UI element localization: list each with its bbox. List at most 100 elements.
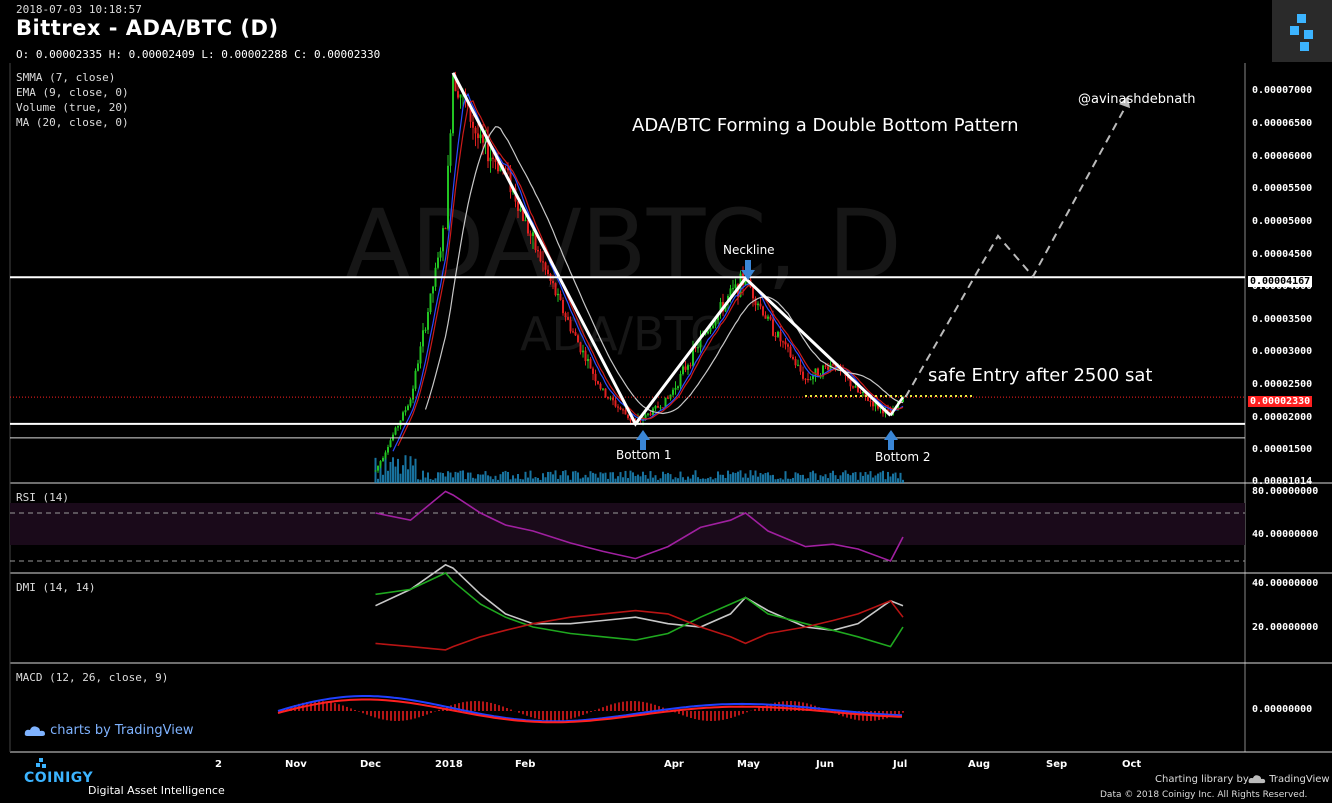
projection-arrow-icon [1119, 96, 1130, 109]
volume-bar [437, 472, 439, 483]
candle-body [424, 329, 427, 331]
macd-histogram-bar [738, 711, 740, 716]
volume-bar [804, 478, 807, 483]
candle-body [767, 316, 769, 319]
volume-bar [457, 472, 459, 483]
candle-body [694, 347, 697, 349]
macd-histogram-bar [658, 706, 660, 711]
indicator-volume[interactable]: Volume (true, 20) [16, 101, 129, 114]
coinigy-logo-icon[interactable] [1272, 0, 1332, 62]
macd-histogram-bar [502, 706, 504, 711]
macd-histogram-bar [614, 703, 616, 711]
volume-bar [692, 474, 694, 483]
volume-bar [834, 475, 837, 483]
candle-body [647, 413, 649, 415]
volume-bar [534, 477, 537, 483]
volume-bar [642, 471, 644, 483]
indicator-ma[interactable]: MA (20, close, 0) [16, 116, 129, 129]
volume-bar [869, 471, 872, 483]
volume-bar [774, 479, 777, 483]
macd-histogram-bar [402, 711, 404, 721]
volume-bar [722, 474, 724, 483]
tradingview-link[interactable]: charts by TradingView [24, 723, 193, 738]
candle-body [809, 379, 812, 381]
volume-bar [819, 475, 822, 483]
volume-bar [797, 473, 799, 483]
candle-body [439, 251, 442, 258]
volume-bar [747, 477, 749, 483]
macd-histogram-bar [398, 711, 400, 721]
candle-body [597, 381, 599, 384]
volume-bar [754, 470, 757, 483]
bottom2-label: Bottom 2 [875, 450, 931, 464]
time-tick: Jul [893, 759, 908, 770]
candle-body [697, 347, 699, 349]
candle-body [589, 359, 592, 369]
macd-histogram-bar [394, 711, 396, 721]
indicator-ema[interactable]: EMA (9, close, 0) [16, 86, 129, 99]
macd-histogram-bar [326, 701, 328, 711]
candle-body [572, 331, 574, 333]
macd-histogram-bar [530, 711, 532, 718]
candle-body [387, 447, 389, 453]
macd-histogram-bar [858, 711, 860, 721]
volume-bar [392, 457, 394, 483]
candle-body [714, 320, 717, 326]
candle-body [732, 288, 734, 290]
candle-body [484, 138, 487, 143]
indicator-dmi[interactable]: DMI (14, 14) [16, 581, 96, 594]
volume-bar [779, 478, 782, 483]
volume-bar [422, 470, 424, 483]
macd-histogram-bar [602, 707, 604, 711]
volume-bar [844, 470, 847, 483]
candle-body [744, 281, 747, 286]
indicator-macd[interactable]: MACD (12, 26, close, 9) [16, 671, 169, 684]
coinigy-mark-icon [34, 758, 48, 772]
macd-histogram-bar [314, 701, 316, 711]
rsi-pane [10, 490, 1245, 562]
tradingview-brand-icon [1248, 774, 1266, 784]
volume-bar [729, 474, 732, 483]
candle-body [407, 405, 409, 411]
volume-bar [429, 478, 432, 483]
volume-bar [704, 478, 707, 483]
volume-bar [667, 472, 669, 483]
candle-body [577, 335, 579, 343]
volume-bar [752, 475, 754, 483]
macd-histogram-bar [894, 711, 896, 716]
author-handle: @avinashdebnath [1078, 92, 1196, 107]
candle-body [524, 220, 527, 222]
coinigy-brand[interactable]: COINIGY [24, 758, 93, 786]
macd-histogram-bar [698, 711, 700, 720]
indicator-smma[interactable]: SMMA (7, close) [16, 71, 116, 84]
macd-histogram-bar [626, 701, 628, 711]
volume-bar [809, 472, 812, 483]
macd-histogram-bar [570, 711, 572, 719]
bottom1-label: Bottom 1 [616, 448, 672, 462]
macd-histogram-bar [642, 701, 644, 711]
price-tick: 0.00007000 [1252, 85, 1313, 97]
candle-body [402, 412, 404, 421]
tradingview-brand[interactable]: TradingView [1248, 774, 1330, 785]
candle-body [827, 366, 829, 370]
volume-bar [634, 475, 637, 483]
candle-body [627, 414, 629, 419]
volume-bar [767, 472, 769, 483]
tradingview-link-text: charts by TradingView [50, 723, 194, 738]
candle-body [494, 158, 497, 162]
volume-bar [384, 455, 387, 483]
indicator-rsi[interactable]: RSI (14) [16, 491, 69, 504]
candle-body [604, 388, 607, 397]
candle-body [544, 262, 547, 270]
candle-body [779, 331, 782, 342]
candle-body [519, 208, 522, 211]
volume-bar [557, 478, 559, 483]
macd-histogram-bar [390, 711, 392, 721]
candle-body [547, 269, 549, 275]
volume-bar [672, 479, 674, 483]
volume-bar [874, 475, 877, 483]
volume-bar [647, 478, 649, 483]
macd-histogram-bar [422, 711, 424, 716]
candle-body [567, 317, 569, 320]
macd-histogram-bar [726, 711, 728, 720]
